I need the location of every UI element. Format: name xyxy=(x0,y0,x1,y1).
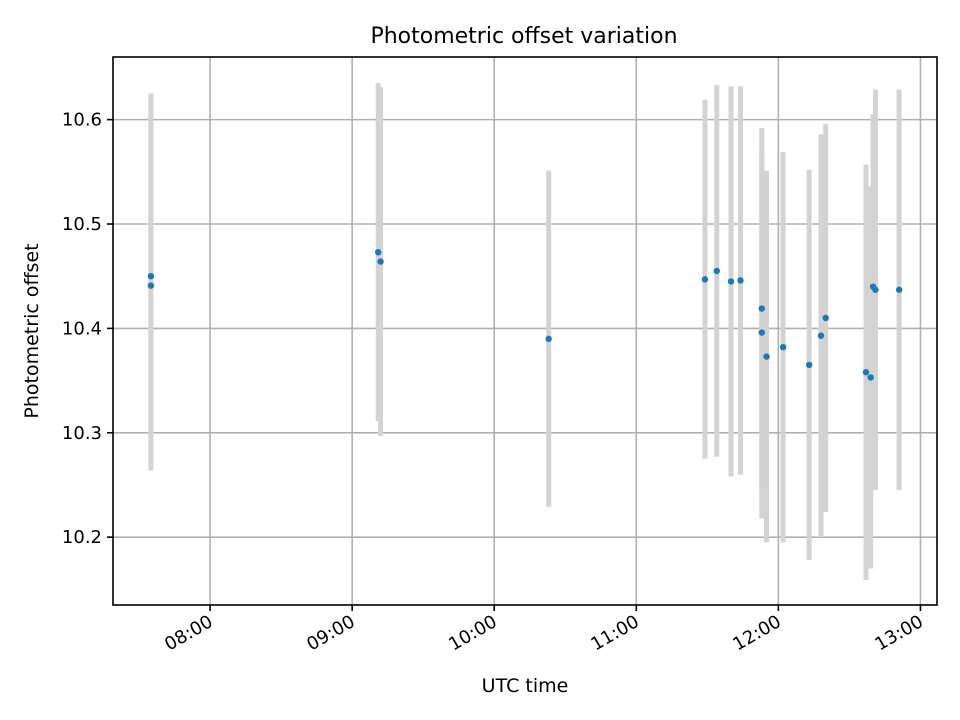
y-axis-label: Photometric offset xyxy=(21,243,43,418)
error-bars xyxy=(148,83,902,580)
chart-title: Photometric offset variation xyxy=(370,24,677,49)
x-tick-label: 11:00 xyxy=(587,611,642,655)
x-tick-label: 13:00 xyxy=(872,611,927,655)
data-point xyxy=(147,282,155,289)
data-point xyxy=(737,277,744,284)
data-point xyxy=(779,343,787,351)
x-axis-label: UTC time xyxy=(482,675,569,697)
data-point xyxy=(817,332,825,339)
data-point xyxy=(872,286,879,293)
data-point xyxy=(377,258,384,265)
y-axis-ticks: 10.2 10.3 10.4 10.5 10.6 xyxy=(62,110,113,548)
y-tick-label: 10.2 xyxy=(62,527,102,548)
y-tick-label: 10.4 xyxy=(62,318,102,339)
data-point xyxy=(374,248,382,256)
data-point xyxy=(758,305,765,312)
data-point xyxy=(805,361,813,369)
plot-frame xyxy=(112,56,938,606)
data-point xyxy=(701,276,709,283)
x-tick-label: 09:00 xyxy=(303,611,358,655)
x-tick-label: 12:00 xyxy=(729,611,784,655)
data-point xyxy=(147,273,155,280)
x-tick-label: 08:00 xyxy=(161,611,216,655)
x-tick-label: 10:00 xyxy=(445,611,500,655)
y-tick-label: 10.6 xyxy=(62,110,102,131)
data-point xyxy=(763,353,770,360)
data-point xyxy=(867,374,874,381)
data-point xyxy=(822,314,829,322)
data-point xyxy=(862,369,870,376)
x-axis-ticks: 08:00 09:00 10:00 11:00 12:00 13:00 xyxy=(161,605,927,655)
data-point xyxy=(545,335,552,343)
data-points xyxy=(147,248,903,381)
y-tick-label: 10.5 xyxy=(62,214,102,235)
data-point xyxy=(758,329,765,336)
data-point xyxy=(713,267,720,275)
y-tick-label: 10.3 xyxy=(62,423,102,444)
grid xyxy=(113,57,937,605)
data-point xyxy=(895,286,903,293)
data-point xyxy=(727,278,735,285)
